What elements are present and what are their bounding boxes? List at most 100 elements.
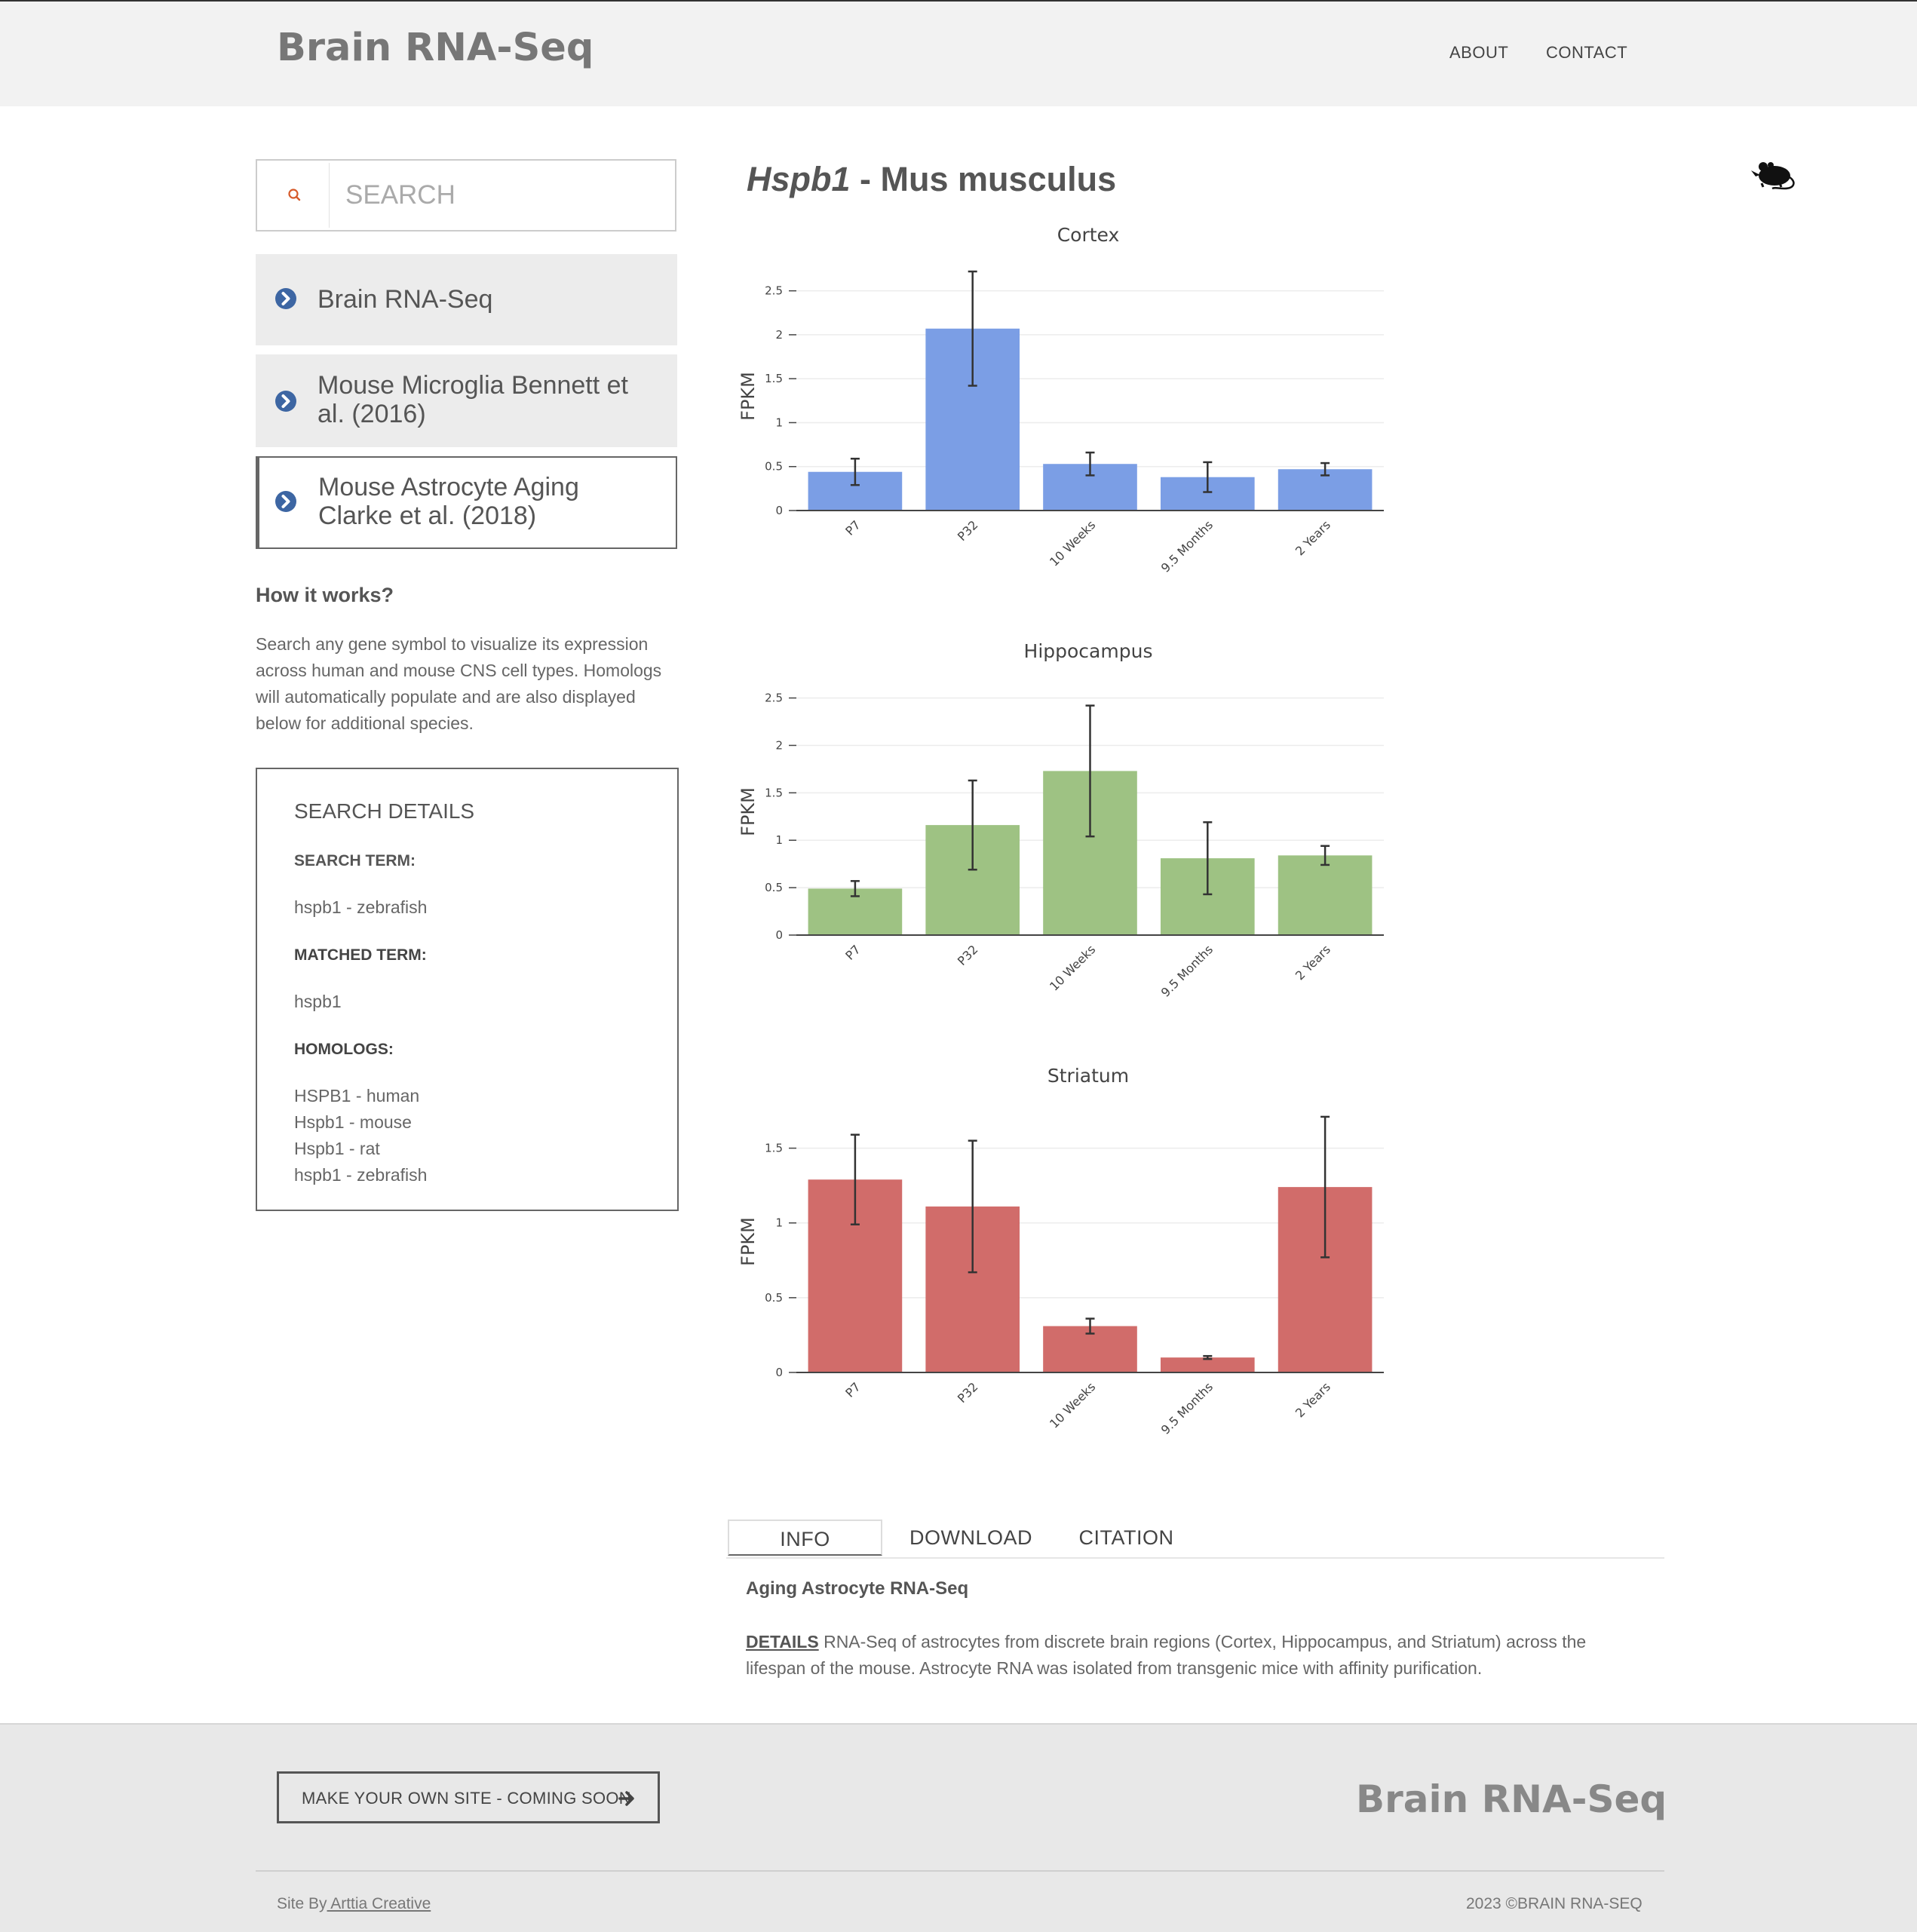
y-tick-label: 1.5 xyxy=(765,786,783,799)
x-tick-label: P7 xyxy=(842,942,863,962)
x-tick-label: 2 Years xyxy=(1293,1379,1333,1420)
make-button-label: MAKE YOUR OWN SITE - COMING SOON xyxy=(302,1789,631,1808)
y-tick-label: 0.5 xyxy=(765,460,783,474)
search-term-label: SEARCH TERM: xyxy=(294,852,416,869)
x-tick-label: 9.5 Months xyxy=(1158,1379,1216,1437)
y-tick-label: 0.5 xyxy=(765,881,783,894)
how-it-works-text: Search any gene symbol to visualize its … xyxy=(256,631,678,737)
y-tick-label: 1.5 xyxy=(765,1142,783,1155)
search-details-panel xyxy=(256,768,679,1211)
y-tick-label: 1 xyxy=(775,416,783,429)
dataset-label: Clarke et al. (2018) xyxy=(318,501,537,530)
homolog-item[interactable]: Hspb1 - rat xyxy=(294,1139,380,1158)
search-details-title: SEARCH DETAILS xyxy=(294,799,475,823)
homologs-list: HSPB1 - human Hspb1 - mouse Hspb1 - rat … xyxy=(294,1083,427,1188)
y-tick-label: 0 xyxy=(775,928,783,942)
gene-title: Hspb1 - Mus musculus xyxy=(747,160,1116,199)
top-border xyxy=(0,0,1917,2)
how-it-works-line: will automatically populate and are also… xyxy=(256,687,636,707)
dataset-label: al. (2016) xyxy=(317,400,426,428)
x-tick-label: P32 xyxy=(955,1379,981,1406)
gene-species: - Mus musculus xyxy=(860,160,1117,198)
info-text-line: lifespan of the mouse. Astrocyte RNA was… xyxy=(746,1658,1483,1678)
x-tick-label: 10 Weeks xyxy=(1047,942,1098,993)
info-heading: Aging Astrocyte RNA-Seq xyxy=(746,1578,969,1599)
matched-term-value: hspb1 xyxy=(294,992,342,1011)
bar xyxy=(1160,1357,1255,1372)
chart-title: Cortex xyxy=(1057,224,1120,246)
tab-download[interactable]: DOWNLOAD xyxy=(909,1526,1032,1549)
how-it-works-title: How it works? xyxy=(256,584,394,606)
x-tick-label: 9.5 Months xyxy=(1158,517,1216,575)
chevron-circle-right-icon xyxy=(275,491,296,512)
y-tick-label: 0 xyxy=(775,1366,783,1379)
bar xyxy=(1277,855,1373,935)
search-icon[interactable] xyxy=(287,187,303,204)
y-tick-label: 1 xyxy=(775,833,783,847)
nav-about-link[interactable]: ABOUT xyxy=(1449,43,1509,62)
chart-title: Striatum xyxy=(1047,1065,1129,1087)
y-tick-label: 0.5 xyxy=(765,1291,783,1305)
arttia-creative-link[interactable]: Arttia Creative xyxy=(327,1895,431,1912)
homolog-item[interactable]: Hspb1 - mouse xyxy=(294,1112,412,1132)
dataset-label: Mouse Microglia Bennett et xyxy=(317,371,628,400)
y-tick-label: 2.5 xyxy=(765,284,783,298)
x-tick-label: P32 xyxy=(955,942,981,968)
x-tick-label: P7 xyxy=(842,517,863,538)
x-tick-label: 9.5 Months xyxy=(1158,942,1216,999)
chevron-circle-right-icon xyxy=(275,288,296,309)
y-tick-label: 2 xyxy=(775,738,783,752)
search-term-value: hspb1 - zebrafish xyxy=(294,897,428,917)
expression-charts: Cortex FPKM 0 0.5 1 1.5 2 2.5 P7 P32 10 Weeks 9.5 M… xyxy=(738,224,1384,1437)
dataset-label: Mouse Astrocyte Aging xyxy=(318,473,579,501)
how-it-works-line: below for additional species. xyxy=(256,713,474,733)
y-axis-label: FPKM xyxy=(738,787,759,836)
search-divider xyxy=(329,163,330,228)
tab-info[interactable]: INFO xyxy=(728,1520,882,1556)
mouse-species-icon xyxy=(1751,162,1795,190)
y-tick-label: 0 xyxy=(775,504,783,517)
search-input[interactable] xyxy=(332,164,670,226)
footer-logo[interactable]: Brain RNA-Seq xyxy=(1356,1777,1667,1821)
nav-contact-link[interactable]: CONTACT xyxy=(1546,43,1628,62)
x-tick-label: 10 Weeks xyxy=(1047,1379,1098,1431)
gene-symbol: Hspb1 xyxy=(747,160,851,198)
homolog-item[interactable]: hspb1 - zebrafish xyxy=(294,1165,428,1185)
x-tick-label: 10 Weeks xyxy=(1047,517,1098,569)
how-it-works-line: Search any gene symbol to visualize its … xyxy=(256,634,649,654)
chart-cortex: Cortex FPKM 0 0.5 1 1.5 2 2.5 P7 P32 10 Weeks 9.5 M… xyxy=(738,224,1384,575)
y-axis-label: FPKM xyxy=(738,1217,759,1266)
arrow-right-icon xyxy=(618,1791,634,1806)
chart-striatum: Striatum FPKM 0 0.5 1 1.5 P7 P32 10 Weeks 9.5 Mon… xyxy=(738,1065,1384,1437)
site-logo[interactable]: Brain RNA-Seq xyxy=(277,26,594,70)
site-by-prefix: Site By xyxy=(277,1895,327,1912)
make-your-own-site-button[interactable]: MAKE YOUR OWN SITE - COMING SOON xyxy=(277,1771,660,1823)
tab-citation[interactable]: CITATION xyxy=(1078,1526,1174,1549)
matched-term-label: MATCHED TERM: xyxy=(294,946,427,964)
dataset-brain-rna-seq[interactable]: Brain RNA-Seq xyxy=(256,254,677,345)
info-text-line: DETAILS RNA-Seq of astrocytes from discr… xyxy=(746,1629,1636,1655)
how-it-works-line: across human and mouse CNS cell types. H… xyxy=(256,661,662,680)
site-header xyxy=(0,2,1917,106)
dataset-mouse-astrocyte-aging[interactable]: Mouse Astrocyte Aging Clarke et al. (201… xyxy=(256,456,677,549)
info-text: DETAILS RNA-Seq of astrocytes from discr… xyxy=(746,1629,1636,1682)
y-axis-label: FPKM xyxy=(738,372,759,421)
dataset-mouse-microglia[interactable]: Mouse Microglia Bennett et al. (2016) xyxy=(256,354,677,447)
x-tick-label: P7 xyxy=(842,1379,863,1400)
chart-title: Hippocampus xyxy=(1024,640,1153,662)
info-text-span: RNA-Seq of astrocytes from discrete brai… xyxy=(818,1632,1587,1651)
y-tick-label: 1 xyxy=(775,1216,783,1230)
chevron-circle-right-icon xyxy=(275,391,296,412)
homologs-label: HOMOLOGS: xyxy=(294,1041,394,1058)
x-tick-label: P32 xyxy=(955,517,981,544)
dataset-label: Brain RNA-Seq xyxy=(317,285,493,314)
site-credit: Site By Arttia Creative xyxy=(277,1895,431,1913)
homolog-item[interactable]: HSPB1 - human xyxy=(294,1086,420,1106)
footer-divider xyxy=(256,1870,1664,1872)
copyright-text: 2023 ©BRAIN RNA-SEQ xyxy=(1466,1895,1642,1912)
details-label: DETAILS xyxy=(746,1632,819,1651)
chart-hippocampus: Hippocampus FPKM 0 0.5 1 1.5 2 2.5 P7 P32 10 Weeks… xyxy=(738,640,1384,1000)
site-footer xyxy=(0,1723,1917,1932)
info-tabs: INFO DOWNLOAD CITATION xyxy=(726,1520,1664,1559)
y-tick-label: 2.5 xyxy=(765,692,783,705)
